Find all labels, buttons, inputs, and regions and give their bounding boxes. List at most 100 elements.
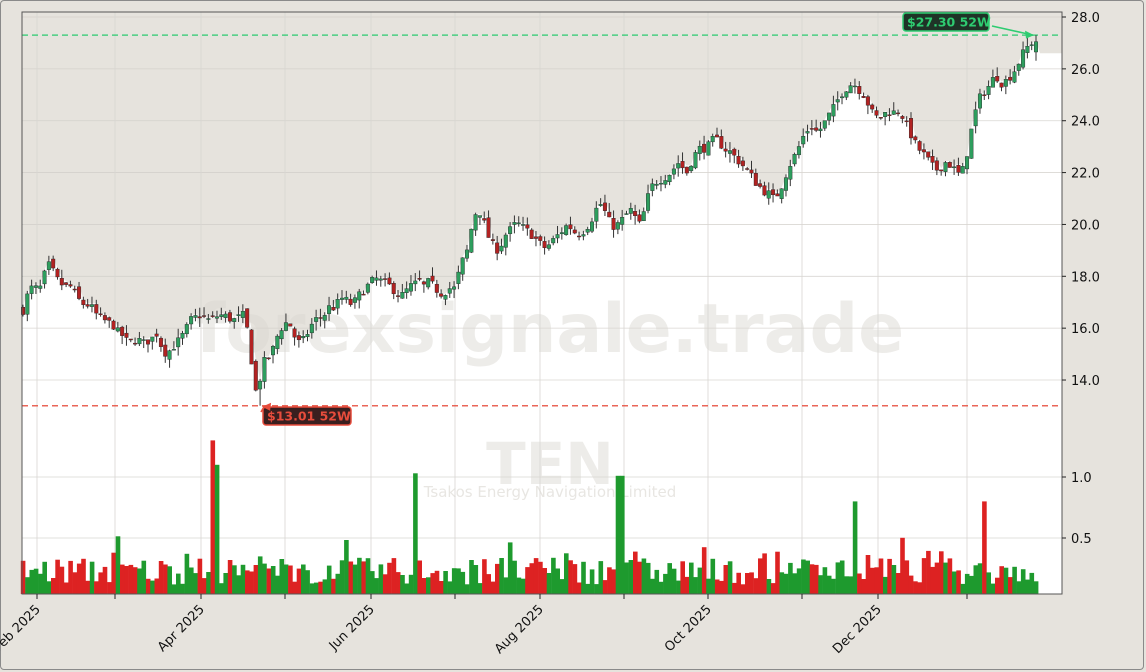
candle xyxy=(339,290,344,305)
volume-bar xyxy=(464,584,470,594)
candle xyxy=(42,269,47,289)
candle-body xyxy=(564,225,569,235)
volume-bar xyxy=(848,576,854,594)
volume-bar xyxy=(520,578,526,594)
candle-body xyxy=(934,160,939,171)
volume-bar xyxy=(1008,577,1013,594)
volume-bar xyxy=(727,561,733,594)
candle-body xyxy=(81,299,86,305)
volume-bar xyxy=(826,575,832,594)
volume-bar xyxy=(29,569,35,594)
volume-bar xyxy=(637,561,642,594)
candle xyxy=(706,140,711,156)
volume-bar xyxy=(516,577,522,594)
52w-low-annotation: $13.01 52W xyxy=(260,402,352,426)
volume-bar xyxy=(611,569,616,594)
candle-body xyxy=(590,221,595,232)
candle xyxy=(469,228,474,254)
candle xyxy=(391,281,396,300)
volume-bar xyxy=(318,581,323,594)
candle xyxy=(939,169,944,176)
volume-bar xyxy=(232,565,237,594)
price-tick-label: 20.0 xyxy=(1071,218,1100,233)
candle xyxy=(637,209,642,224)
candle-body xyxy=(999,82,1004,88)
candle-body xyxy=(258,380,263,390)
volume-bar xyxy=(1029,572,1035,594)
volume-bar xyxy=(171,584,177,594)
volume-bar xyxy=(533,558,539,594)
candle-body xyxy=(947,162,952,168)
volume-bar xyxy=(128,564,134,594)
volume-bar xyxy=(81,558,86,594)
volume-bar xyxy=(620,475,625,594)
candle xyxy=(29,279,34,300)
volume-bar xyxy=(339,560,345,594)
volume-bar xyxy=(835,562,841,594)
volume-bar xyxy=(404,583,410,594)
candle xyxy=(447,281,452,298)
volume-bar xyxy=(555,568,560,594)
candle xyxy=(990,69,995,88)
candle-body xyxy=(387,277,392,285)
candle xyxy=(240,304,245,324)
grid-lines xyxy=(22,12,1062,594)
candle xyxy=(594,201,599,229)
candle-body xyxy=(848,85,853,94)
candle xyxy=(1021,41,1026,70)
candle-body xyxy=(335,299,340,309)
volume-bar xyxy=(792,573,797,594)
volume-bar xyxy=(706,578,711,594)
candle-body xyxy=(809,128,814,130)
candle xyxy=(900,114,905,124)
volume-bar xyxy=(607,567,612,594)
candle xyxy=(775,189,780,197)
candle-body xyxy=(305,334,310,338)
candle xyxy=(529,228,534,239)
candle-body xyxy=(900,116,905,119)
candle-body xyxy=(960,166,965,174)
candle xyxy=(495,235,500,261)
candle xyxy=(59,269,64,291)
candle xyxy=(417,270,422,282)
volume-bar xyxy=(831,578,836,594)
candle xyxy=(271,344,276,364)
volume-bar xyxy=(33,568,39,594)
candle-body xyxy=(348,298,353,305)
candle-body xyxy=(1029,44,1034,46)
candle-body xyxy=(219,314,224,317)
volume-bar xyxy=(822,567,828,594)
volume-bar xyxy=(176,573,181,594)
candle-body xyxy=(486,217,491,238)
candle xyxy=(51,255,56,272)
candle xyxy=(400,283,405,299)
candle-body xyxy=(434,283,439,293)
candle-body xyxy=(930,156,935,163)
candle-body xyxy=(301,336,306,339)
candle-body xyxy=(146,339,151,345)
candle xyxy=(348,293,353,307)
candle-body xyxy=(840,96,845,99)
volume-bar xyxy=(779,572,785,594)
candle xyxy=(503,232,508,256)
candle xyxy=(883,111,888,126)
candle-body xyxy=(581,234,586,237)
candle xyxy=(283,313,288,332)
candle-body xyxy=(715,134,720,138)
candle-body xyxy=(490,239,495,241)
52w-high-annotation: $27.30 52W xyxy=(902,12,1034,39)
candle-body xyxy=(426,278,431,288)
candle xyxy=(383,273,388,287)
volume-bar xyxy=(740,584,746,594)
volume-bar xyxy=(857,573,862,594)
volume-bar xyxy=(434,570,440,594)
candle xyxy=(680,152,685,174)
candle-body xyxy=(193,315,198,318)
candle-body xyxy=(275,335,280,349)
volume-bar xyxy=(223,573,228,594)
candle xyxy=(926,151,931,161)
volume-bar xyxy=(111,552,116,594)
volume-bar xyxy=(76,563,82,594)
volume-bar xyxy=(344,540,349,594)
